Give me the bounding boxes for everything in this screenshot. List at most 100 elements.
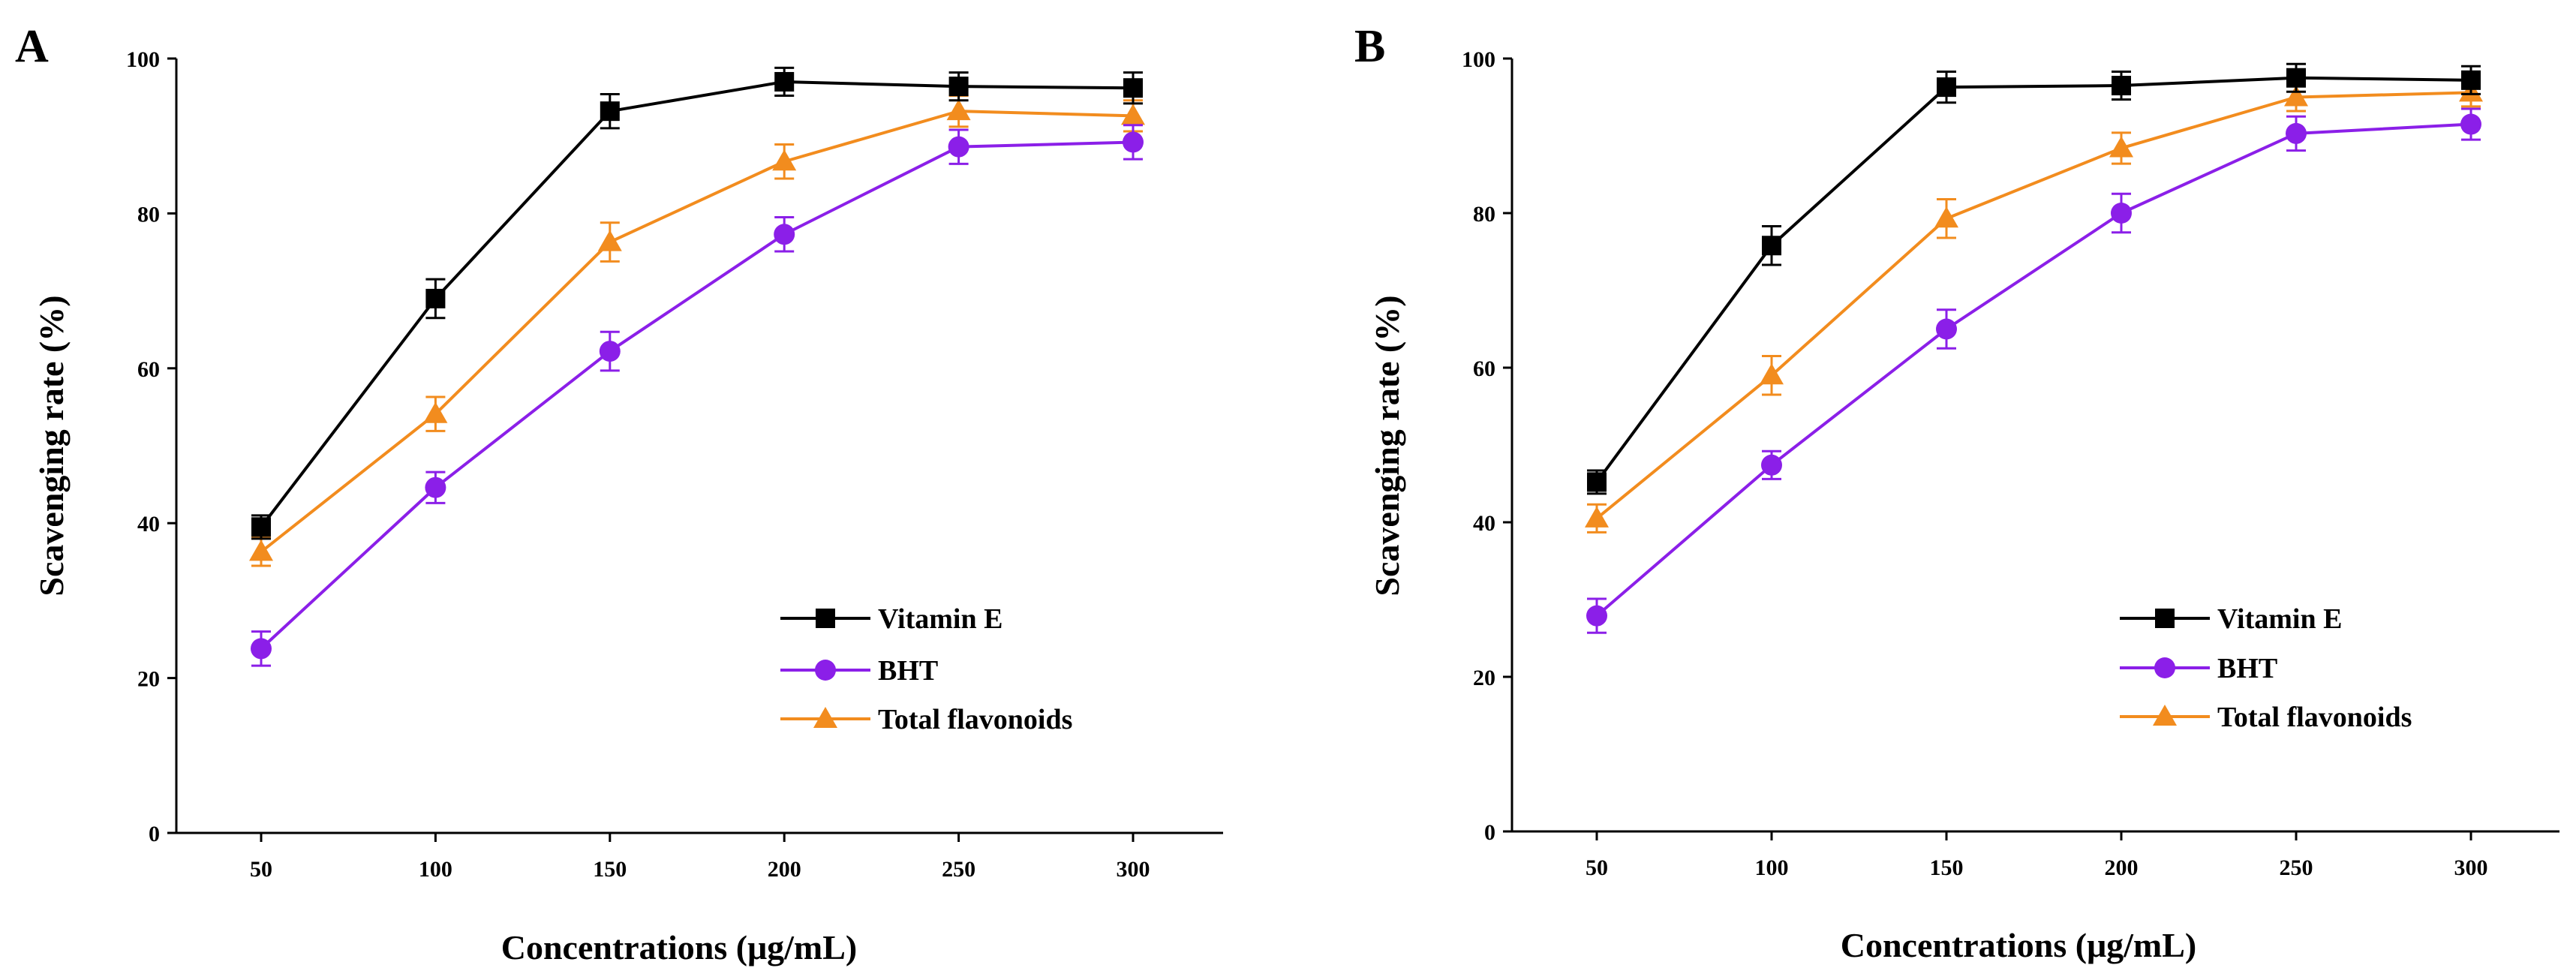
x-tick-label: 150	[1930, 855, 1964, 880]
data-point-circle	[2111, 203, 2132, 224]
x-tick-label: 200	[768, 857, 801, 882]
legend-label-total-flavonoids: Total flavonoids	[878, 704, 1072, 735]
series-line	[260, 110, 1134, 553]
y-axis-title-a: Scavenging rate (%)	[32, 295, 71, 596]
x-axis-title-a: Concentrations (μg/mL)	[501, 928, 858, 966]
y-tick-label: 100	[1462, 47, 1495, 72]
series-line	[1595, 91, 2472, 520]
series-line	[1595, 76, 2472, 483]
data-point-square	[600, 101, 620, 122]
legend-a: Vitamin E BHT Total flavonoids	[780, 603, 1072, 735]
series-line	[260, 80, 1134, 528]
legend-circle-marker	[2154, 657, 2175, 678]
legend-label-total-flavonoids: Total flavonoids	[2217, 702, 2412, 733]
series-line	[260, 140, 1134, 650]
data-point-circle	[1586, 605, 1607, 627]
legend-b: Vitamin E BHT Total flavonoids	[2120, 603, 2412, 733]
series-line	[1595, 122, 2472, 618]
legend-label-vitamin-e: Vitamin E	[2217, 603, 2342, 635]
x-tick-label: 150	[593, 857, 627, 882]
legend-triangle-marker	[813, 707, 837, 728]
legend-circle-marker	[815, 660, 836, 681]
series-group-a	[249, 66, 1145, 667]
data-point-square	[2112, 76, 2131, 96]
y-tick-label: 60	[1473, 356, 1495, 381]
data-point-square	[774, 71, 795, 92]
y-tick-label: 0	[149, 822, 160, 846]
panel-label-a: A	[15, 21, 49, 72]
legend-square-marker	[816, 609, 835, 628]
legend-triangle-marker	[2153, 705, 2177, 726]
x-tick-label: 100	[419, 857, 452, 882]
y-ticks-a: 0 20 40 60 80 100	[126, 47, 176, 846]
chart-panel-b: B 0 20 40 60 80 100 50 100 150 200 250 300 Concent…	[1354, 21, 2559, 964]
x-tick-label: 200	[2105, 855, 2139, 880]
x-tick-label: 250	[942, 857, 975, 882]
data-point-triangle	[1934, 206, 1958, 228]
data-point-circle	[1123, 131, 1144, 153]
data-point-circle	[599, 341, 621, 362]
data-point-triangle	[946, 99, 971, 121]
data-point-triangle	[423, 401, 448, 423]
data-point-triangle	[1585, 506, 1609, 528]
y-tick-label: 0	[1484, 820, 1495, 845]
x-tick-label: 300	[1117, 857, 1150, 882]
legend-item-bht: BHT	[780, 655, 938, 687]
data-point-circle	[425, 476, 446, 498]
y-ticks-b: 0 20 40 60 80 100	[1462, 47, 1512, 845]
series-vitamin-e	[1587, 62, 2481, 495]
legend-label-bht: BHT	[2217, 653, 2277, 684]
legend-label-bht: BHT	[878, 655, 938, 687]
data-point-square	[1762, 236, 1781, 256]
data-point-square	[251, 517, 271, 537]
y-tick-label: 40	[137, 512, 160, 537]
data-point-square	[1123, 78, 1143, 98]
y-tick-label: 80	[1473, 202, 1495, 227]
data-point-circle	[2460, 113, 2481, 135]
data-point-triangle	[772, 149, 797, 171]
x-tick-label: 300	[2454, 855, 2488, 880]
x-tick-label: 50	[250, 857, 272, 882]
data-point-triangle	[2284, 85, 2308, 107]
data-point-square	[1937, 77, 1956, 98]
y-tick-label: 20	[137, 667, 160, 692]
legend-item-total-flavonoids: Total flavonoids	[780, 704, 1072, 735]
data-point-circle	[2286, 122, 2307, 144]
x-tick-label: 100	[1755, 855, 1789, 880]
data-point-square	[2461, 70, 2481, 90]
series-vitamin-e	[251, 66, 1143, 540]
data-point-triangle	[597, 230, 622, 251]
series-group-b	[1585, 62, 2483, 634]
y-tick-label: 60	[137, 357, 160, 382]
legend-item-bht: BHT	[2120, 653, 2277, 684]
series-bht	[1586, 107, 2481, 634]
x-axis-title-b: Concentrations (μg/mL)	[1841, 926, 2197, 964]
series-total-flavonoids	[1585, 77, 2483, 534]
data-point-square	[948, 77, 969, 97]
series-bht	[251, 124, 1144, 667]
y-tick-label: 80	[137, 202, 160, 227]
legend-item-total-flavonoids: Total flavonoids	[2120, 702, 2412, 733]
y-tick-label: 100	[126, 47, 160, 72]
data-point-circle	[948, 136, 969, 158]
y-tick-label: 40	[1473, 511, 1495, 536]
legend-label-vitamin-e: Vitamin E	[878, 603, 1002, 635]
data-point-circle	[774, 224, 795, 245]
data-point-square	[2286, 68, 2306, 88]
data-point-square	[425, 288, 446, 308]
data-point-circle	[1936, 318, 1957, 340]
data-point-square	[1587, 472, 1607, 492]
series-total-flavonoids	[249, 95, 1145, 567]
legend-item-vitamin-e: Vitamin E	[780, 603, 1002, 635]
x-ticks-a: 50 100 150 200 250 300	[250, 833, 1150, 882]
x-ticks-b: 50 100 150 200 250 300	[1586, 831, 2488, 880]
legend-square-marker	[2155, 609, 2175, 628]
y-axis-title-b: Scavenging rate (%)	[1368, 295, 1406, 596]
data-point-triangle	[2109, 136, 2133, 158]
x-tick-label: 50	[1586, 855, 1608, 880]
x-tick-label: 250	[2280, 855, 2313, 880]
data-point-triangle	[1760, 363, 1784, 385]
chart-panel-a: A 0 20 40 60 80 100 50 100 150 200 250 300 Concent…	[15, 21, 1223, 966]
data-point-triangle	[249, 540, 273, 561]
